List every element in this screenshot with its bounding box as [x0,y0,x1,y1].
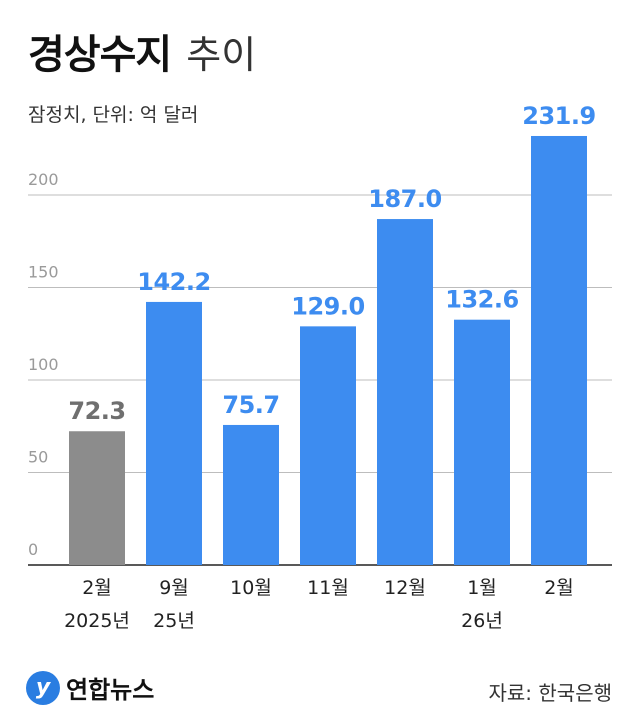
x-tick-label: 9월 [159,577,189,599]
data-label: 187.0 [368,185,441,213]
chart-title-row: 경상수지 추이 [28,22,256,80]
y-tick-label: 100 [28,355,59,374]
data-label: 231.9 [522,102,595,130]
logo-text: 연합뉴스 [66,676,155,704]
x-tick-label: 2월 [82,577,112,599]
x-tick-label: 11월 [307,577,349,599]
x-tick-label: 25년 [153,610,195,632]
yonhap-logo-icon: y [26,670,60,705]
bar [531,135,587,566]
data-label: 142.2 [137,268,210,296]
y-tick-label: 200 [28,170,59,189]
chart-title-suffix: 추이 [186,33,257,77]
bar [377,219,433,566]
x-tick-label: 26년 [461,610,503,632]
x-tick-label: 2025년 [64,610,130,632]
x-tick-label: 12월 [384,577,426,599]
bar [223,424,279,565]
data-label: 72.3 [68,397,125,425]
source-note: 자료: 한국은행 [488,681,613,705]
y-tick-label: 50 [28,448,48,467]
bar [146,301,202,565]
bar [454,319,510,565]
data-label: 132.6 [445,286,518,314]
bar [300,326,356,565]
x-tick-label: 1월 [467,577,497,599]
data-label: 129.0 [291,292,364,320]
data-label: 75.7 [222,391,279,419]
y-tick-label: 0 [28,540,38,559]
chart-title: 경상수지 [28,32,172,78]
x-tick-label: 2월 [544,577,574,599]
x-tick-label: 10월 [230,577,272,599]
bar [69,431,125,565]
yonhap-logo: y 연합뉴스 [26,670,154,705]
y-tick-label: 150 [28,263,59,282]
chart-subtitle: 잠정치, 단위: 억 달러 [28,104,199,126]
